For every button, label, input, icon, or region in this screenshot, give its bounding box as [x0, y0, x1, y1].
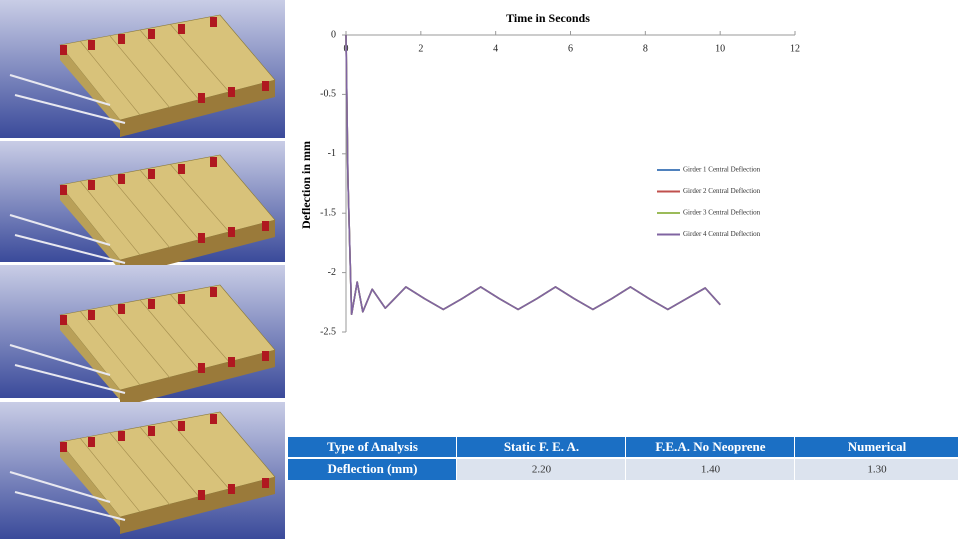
y-tick-label: -1	[328, 148, 336, 159]
header-text: Numerical	[848, 439, 907, 454]
x-tick-label: 8	[643, 43, 648, 54]
chart-title: Time in Seconds	[506, 11, 590, 25]
x-tick-label: 2	[418, 43, 423, 54]
header-text: Type of Analysis	[327, 439, 418, 454]
legend-label: Girder 4 Central Deflection	[683, 230, 761, 238]
x-tick-label: 12	[790, 43, 800, 54]
results-table: Type of Analysis Static F. E. A. F.E.A. No…	[288, 437, 958, 480]
row-header: Deflection (mm)	[328, 461, 418, 476]
legend-label: Girder 2 Central Deflection	[683, 187, 761, 195]
figure: Time in Seconds Deflection in mm 0 2 4 6 8 10…	[0, 0, 959, 539]
cell-text: 1.30	[867, 464, 887, 476]
header-text: Static F. E. A.	[504, 439, 579, 454]
series-line	[346, 35, 720, 314]
page: {"chart_data": {"type": "line", "title":…	[0, 0, 959, 539]
y-tick-label: -1.5	[320, 207, 336, 218]
legend-label: Girder 3 Central Deflection	[683, 209, 761, 217]
cell-text: 1.40	[701, 464, 721, 476]
x-tick-label: 10	[715, 43, 725, 54]
y-tick-label: -2.5	[320, 326, 336, 337]
cell-text: 2.20	[532, 464, 552, 476]
x-tick-label: 6	[568, 43, 573, 54]
y-tick-label: -2	[328, 267, 336, 278]
model-renders	[0, 0, 285, 539]
y-tick-label: 0	[331, 29, 336, 40]
series-line	[346, 35, 720, 314]
x-tick-label: 4	[493, 43, 498, 54]
series-line	[346, 35, 720, 314]
y-axis-label: Deflection in mm	[299, 141, 313, 229]
header-text: F.E.A. No Neoprene	[655, 439, 765, 454]
legend-label: Girder 1 Central Deflection	[683, 166, 761, 174]
y-tick-label: -0.5	[320, 89, 336, 100]
series-line	[346, 35, 720, 314]
